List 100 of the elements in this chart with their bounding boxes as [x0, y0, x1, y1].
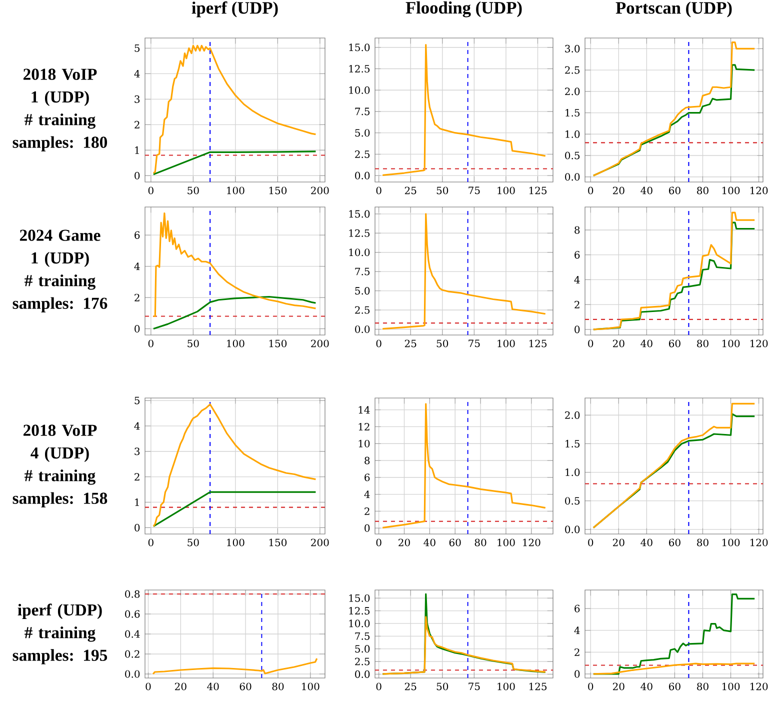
- y-tick-label: 4: [574, 276, 580, 284]
- y-tick-label: 5: [134, 44, 140, 52]
- y-axis-title: 2018 VoIP 4 (UDP) # training samples: 158: [12, 424, 108, 508]
- y-tick-label: 0: [574, 326, 580, 334]
- x-tick-label: 100: [722, 538, 740, 546]
- y-tick-label: 0.5: [565, 152, 580, 160]
- x-tick-label: 125: [529, 682, 547, 690]
- x-tick-label: 100: [302, 682, 320, 690]
- chart-title: Flooding (UDP): [406, 1, 522, 18]
- x-tick-label: 100: [722, 340, 740, 348]
- x-tick-label: 80: [272, 682, 284, 690]
- x-tick-label: 200: [311, 538, 329, 546]
- x-tick-label: 40: [640, 340, 652, 348]
- x-tick-label: 50: [188, 186, 199, 194]
- y-axis-title: iperf (UDP) # training samples: 195: [12, 604, 108, 664]
- x-tick-label: 50: [436, 340, 448, 348]
- y-tick-label: 0.0: [355, 172, 370, 180]
- y-axis-title: 2024 Game 1 (UDP) # training samples: 176: [12, 230, 108, 312]
- x-tick-label: 0: [148, 340, 154, 348]
- y-tick-label: 4: [134, 70, 140, 78]
- x-tick-label: 80: [697, 682, 708, 690]
- y-tick-label: 15.0: [349, 594, 370, 602]
- y-tick-label: 0.0: [565, 526, 580, 534]
- x-tick-label: 75: [468, 186, 480, 194]
- y-tick-label: 2: [574, 648, 580, 656]
- x-tick-label: 0: [588, 682, 594, 690]
- y-tick-label: 10.0: [349, 86, 370, 94]
- y-tick-label: 5.0: [355, 645, 370, 653]
- y-tick-label: 2: [574, 300, 580, 308]
- x-tick-label: 80: [697, 186, 708, 194]
- x-tick-label: 200: [311, 186, 329, 194]
- y-tick-label: 0.4: [125, 630, 140, 638]
- y-tick-label: 5.0: [355, 129, 370, 137]
- y-tick-label: 8: [574, 226, 580, 234]
- x-tick-label: 0: [376, 340, 382, 348]
- y-tick-label: 0: [134, 524, 140, 532]
- x-tick-label: 100: [227, 186, 244, 194]
- x-tick-label: 40: [640, 538, 652, 546]
- y-tick-label: 5.0: [355, 287, 370, 295]
- y-tick-label: 7.5: [355, 632, 370, 640]
- x-tick-label: 125: [529, 340, 547, 348]
- x-tick-label: 50: [188, 340, 199, 348]
- x-tick-label: 150: [269, 186, 287, 194]
- x-tick-label: 20: [612, 682, 624, 690]
- x-tick-label: 20: [612, 538, 624, 546]
- y-tick-label: 2.5: [565, 66, 580, 74]
- x-tick-label: 200: [311, 340, 329, 348]
- y-tick-label: 0.2: [125, 650, 140, 658]
- x-tick-label: 120: [750, 682, 768, 690]
- y-tick-label: 2.0: [565, 88, 580, 96]
- y-tick-label: 4: [574, 626, 580, 634]
- y-tick-label: 0.8: [125, 590, 140, 598]
- y-tick-label: 4: [134, 262, 140, 270]
- y-tick-label: 1: [135, 498, 139, 506]
- x-tick-label: 80: [697, 340, 708, 348]
- x-tick-label: 50: [436, 186, 448, 194]
- y-tick-label: 0.6: [125, 610, 140, 618]
- y-tick-label: 2: [134, 294, 140, 302]
- y-tick-label: 3.0: [565, 44, 580, 52]
- x-tick-label: 0: [376, 186, 382, 194]
- y-tick-label: 4: [134, 422, 140, 430]
- x-tick-label: 120: [750, 340, 768, 348]
- x-tick-label: 60: [669, 340, 680, 348]
- y-tick-label: 2.0: [565, 411, 580, 419]
- x-tick-label: 0: [376, 682, 382, 690]
- x-tick-label: 120: [523, 538, 540, 546]
- y-tick-label: 6: [134, 231, 140, 239]
- x-tick-label: 125: [529, 186, 547, 194]
- y-tick-label: 2: [364, 507, 370, 515]
- x-tick-label: 100: [722, 186, 740, 194]
- x-tick-label: 60: [240, 682, 252, 690]
- x-tick-label: 60: [669, 538, 680, 546]
- x-tick-label: 100: [227, 538, 244, 546]
- x-tick-label: 20: [612, 186, 624, 194]
- y-tick-label: 10: [358, 440, 370, 448]
- x-tick-label: 20: [174, 682, 186, 690]
- x-tick-label: 40: [640, 682, 652, 690]
- x-tick-label: 100: [498, 186, 515, 194]
- y-tick-label: 1.0: [566, 130, 580, 138]
- x-tick-label: 0: [148, 538, 154, 546]
- x-tick-label: 0: [588, 538, 594, 546]
- y-tick-label: 1.5: [566, 108, 580, 117]
- y-tick-label: 6: [364, 474, 370, 482]
- x-tick-label: 50: [188, 538, 199, 546]
- y-tick-label: 15.0: [349, 44, 370, 52]
- y-tick-label: 0: [134, 324, 140, 333]
- y-tick-label: 1: [135, 146, 139, 154]
- x-tick-label: 40: [207, 682, 219, 690]
- y-tick-label: 0: [364, 524, 370, 532]
- x-tick-label: 0: [148, 186, 154, 194]
- y-tick-label: 2.5: [355, 306, 370, 314]
- x-tick-label: 100: [722, 682, 740, 690]
- y-tick-label: 10.0: [349, 620, 370, 628]
- y-tick-label: 2.5: [355, 658, 370, 666]
- y-tick-label: 7.5: [355, 268, 370, 276]
- y-tick-label: 8: [364, 456, 370, 464]
- chart-title: Portscan (UDP): [616, 2, 732, 18]
- x-tick-label: 60: [669, 186, 680, 194]
- x-tick-label: 0: [376, 538, 382, 546]
- x-tick-label: 100: [227, 340, 244, 348]
